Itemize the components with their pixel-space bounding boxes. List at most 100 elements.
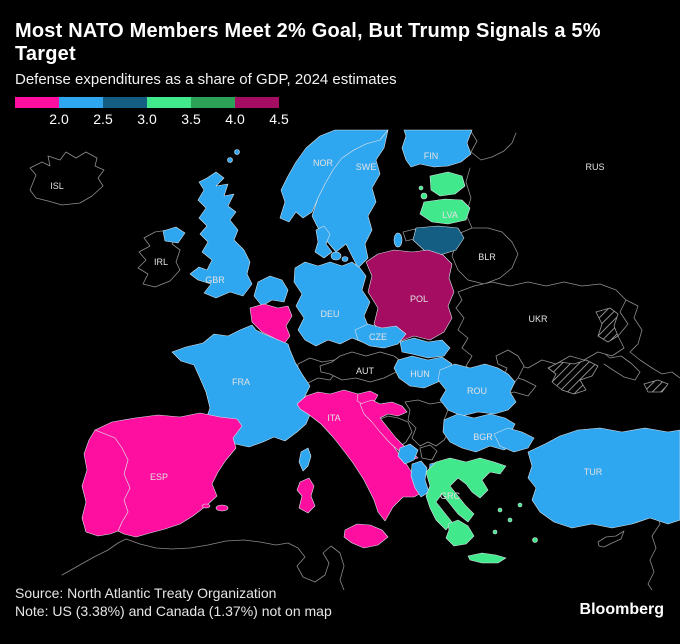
country-pol <box>365 249 455 343</box>
island-crete <box>467 552 507 564</box>
member-countries <box>81 129 680 564</box>
legend-segment-4.0-4.5 <box>235 97 279 108</box>
label-irl: IRL <box>154 257 168 267</box>
source-text: Source: North Atlantic Treaty Organizati… <box>15 585 277 601</box>
legend-segment-below-2.0 <box>15 97 59 108</box>
bloomberg-logo: Bloomberg <box>579 601 664 618</box>
map-svg: ISL IRL GBR NOR SWE FIN RUS LVA BLR POL … <box>29 129 680 591</box>
legend-tick-labels: 2.0 2.5 3.0 3.5 4.0 4.5 <box>15 111 288 129</box>
legend-segment-3.5-4.0 <box>191 97 235 108</box>
region-northern-ireland <box>162 226 186 244</box>
country-isl <box>29 151 105 206</box>
label-blr: BLR <box>478 252 496 262</box>
legend-tick-label: 2.5 <box>93 111 113 127</box>
legend-segment-2.5-3.0 <box>103 97 147 108</box>
island-mallorca <box>215 504 229 512</box>
note-text: Note: US (3.38%) and Canada (1.37%) not … <box>15 602 332 619</box>
country-prt <box>81 429 131 537</box>
label-cze: CZE <box>369 332 387 342</box>
region-donbas-hatched <box>595 307 619 343</box>
label-rou: ROU <box>467 386 487 396</box>
country-labels: ISL IRL GBR NOR SWE FIN RUS LVA BLR POL … <box>50 151 604 501</box>
island-gotland <box>393 232 403 248</box>
hatched-regions <box>547 307 669 395</box>
country-nld <box>253 275 289 307</box>
label-fin: FIN <box>424 151 439 161</box>
island-zealand <box>330 251 342 261</box>
russia-black-sea-coast <box>625 299 680 379</box>
azov-sea-coast <box>599 349 641 381</box>
country-fin <box>401 129 473 168</box>
country-blr <box>451 227 519 285</box>
country-mne <box>397 443 419 465</box>
label-deu: DEU <box>320 309 339 319</box>
island-corsica <box>298 447 312 472</box>
label-lva: LVA <box>442 210 458 220</box>
country-gbr <box>189 171 253 299</box>
island-sicily <box>343 523 389 549</box>
label-ukr: UKR <box>528 314 548 324</box>
cyprus-outline <box>597 530 625 548</box>
country-rou <box>437 363 517 417</box>
russia-finland-border <box>469 129 517 161</box>
label-grc: GRC <box>440 491 461 501</box>
country-cze <box>354 323 407 349</box>
region-crimea-hatched <box>547 359 599 395</box>
island-aegean-3 <box>492 529 498 535</box>
label-pol: POL <box>410 294 428 304</box>
country-tur <box>527 427 680 529</box>
country-swe <box>311 129 389 269</box>
region-peloponnese <box>445 519 475 547</box>
country-dnk <box>314 225 333 259</box>
label-isl: ISL <box>50 181 64 191</box>
chart-subtitle: Defense expenditures as a share of GDP, … <box>15 71 397 88</box>
label-aut: AUT <box>356 366 375 376</box>
island-orkney <box>227 157 233 163</box>
legend-tick-label: 4.5 <box>269 111 289 127</box>
island-funen <box>341 256 349 262</box>
island-aegean-4 <box>517 502 523 508</box>
label-hun: HUN <box>410 369 430 379</box>
footer: Source: North Atlantic Treaty Organizati… <box>15 585 332 621</box>
label-gbr: GBR <box>205 275 225 285</box>
legend-segment-2.0-2.5 <box>59 97 103 108</box>
label-swe: SWE <box>356 162 377 172</box>
label-esp: ESP <box>150 472 168 482</box>
label-rus: RUS <box>585 162 604 172</box>
country-hrv <box>359 399 419 461</box>
country-svk <box>399 337 451 359</box>
label-fra: FRA <box>232 377 250 387</box>
label-nor: NOR <box>313 158 334 168</box>
region-east-strip-hatched <box>643 379 669 393</box>
legend-tick-label: 3.0 <box>137 111 157 127</box>
legend-segment-3.0-3.5 <box>147 97 191 108</box>
country-tur-thrace <box>493 427 535 453</box>
island-rhodes <box>532 537 538 543</box>
country-ukr <box>455 281 629 397</box>
legend-tick-label: 4.0 <box>225 111 245 127</box>
chart-title: Most NATO Members Meet 2% Goal, But Trum… <box>15 20 601 66</box>
country-ltu <box>412 225 465 256</box>
country-est <box>429 171 466 197</box>
europe-choropleth-map: ISL IRL GBR NOR SWE FIN RUS LVA BLR POL … <box>0 128 680 591</box>
label-tur: TUR <box>584 467 603 477</box>
country-srb <box>404 399 451 447</box>
island-aegean-1 <box>497 507 503 513</box>
africa-coastline <box>61 538 345 591</box>
island-aegean-2 <box>507 517 513 523</box>
country-xkx <box>419 444 438 461</box>
country-grc <box>425 457 507 531</box>
island-shetland <box>234 149 240 155</box>
label-ita: ITA <box>327 413 340 423</box>
country-bel <box>249 303 293 345</box>
island-sardinia <box>296 477 316 514</box>
island-hiiumaa <box>418 185 424 191</box>
non-member-countries <box>29 151 629 461</box>
legend: 2.0 2.5 3.0 3.5 4.0 4.5 <box>15 97 289 129</box>
legend-color-bar <box>15 97 279 108</box>
island-ibiza <box>201 503 211 509</box>
label-bgr: BGR <box>473 432 493 442</box>
legend-tick-label: 2.0 <box>49 111 69 127</box>
country-lva <box>419 198 471 225</box>
legend-tick-label: 3.5 <box>181 111 201 127</box>
